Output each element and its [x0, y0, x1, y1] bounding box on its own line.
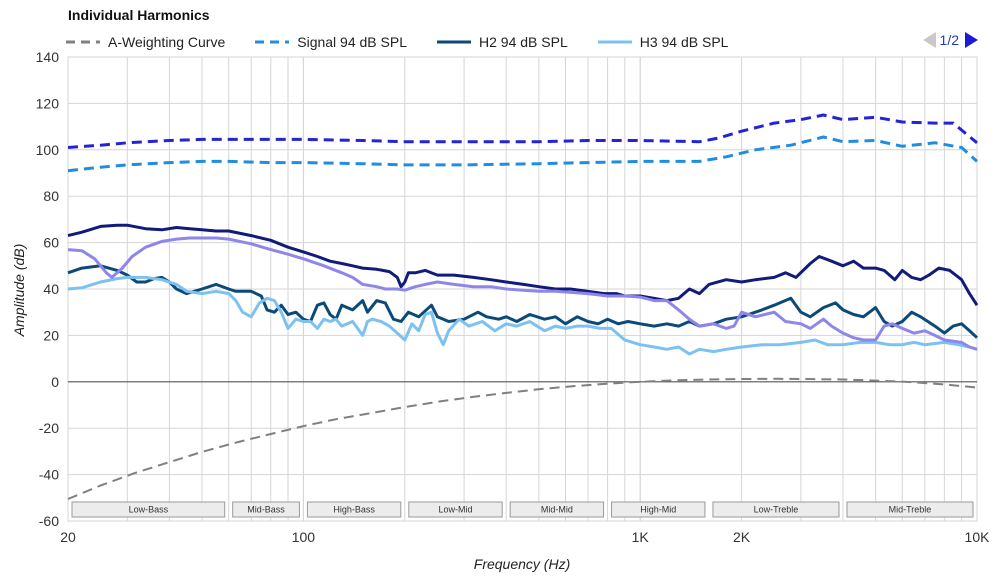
- legend-item-a-weighting[interactable]: A-Weighting Curve: [66, 34, 225, 50]
- y-axis-title: Amplitude (dB): [11, 244, 27, 338]
- x-tick-label: 1K: [632, 529, 650, 545]
- series-line-5: [67, 223, 979, 307]
- legend-label-signal: Signal 94 dB SPL: [297, 34, 407, 50]
- series-line-3: [67, 264, 979, 339]
- series-lines: [67, 113, 979, 500]
- legend-label-h2: H2 94 dB SPL: [479, 34, 568, 50]
- axes: -60 -40 -20 0 20 40 60 80 100 120 140 20 100 1K 2K 10K: [36, 49, 990, 545]
- band-box: [611, 501, 706, 518]
- series-line-6: [67, 236, 978, 351]
- y-tick-label: 140: [36, 49, 60, 65]
- y-tick-label: 100: [36, 142, 60, 158]
- band-high-bass: High-Bass: [306, 501, 402, 518]
- y-tick-label: -20: [39, 420, 59, 436]
- y-tick-label: -60: [39, 513, 59, 529]
- legend-swatch-h2: [437, 40, 471, 44]
- y-tick-label: 20: [43, 327, 59, 343]
- legend-pager: 1/2: [922, 32, 978, 48]
- band-box: [71, 501, 226, 518]
- band-label: Low-Treble: [754, 505, 799, 515]
- legend-label-a-weighting: A-Weighting Curve: [108, 34, 226, 50]
- y-tick-label: 60: [43, 235, 59, 251]
- band-high-mid: High-Mid: [611, 501, 706, 518]
- band-mid-mid: Mid-Mid: [509, 501, 605, 518]
- band-mid-bass: Mid-Bass: [232, 501, 300, 518]
- band-box: [712, 501, 840, 518]
- band-box: [509, 501, 605, 518]
- legend-label-h3: H3 94 dB SPL: [639, 34, 729, 50]
- x-tick-label: 100: [292, 529, 316, 545]
- band-label: Mid-Bass: [247, 505, 285, 515]
- pager-label: 1/2: [939, 32, 959, 48]
- frequency-bands: Low-Bass Mid-Bass High-Bass Low-Mid Mid-Mid H…: [71, 501, 974, 518]
- x-tick-label: 20: [60, 529, 76, 545]
- band-low-bass: Low-Bass: [71, 501, 226, 518]
- y-tick-label: -40: [39, 467, 59, 483]
- band-low-treble: Low-Treble: [712, 501, 840, 518]
- y-tick-label: 40: [43, 281, 59, 297]
- series-line-2: [67, 113, 978, 149]
- legend: A-Weighting Curve Signal 94 dB SPL H2 94…: [66, 32, 758, 52]
- x-axis-title: Frequency (Hz): [474, 556, 570, 572]
- legend-item-h2[interactable]: H2 94 dB SPL: [437, 34, 568, 50]
- legend-swatch-signal: [255, 40, 290, 44]
- band-label: High-Mid: [640, 505, 676, 515]
- band-label: Low-Mid: [438, 505, 472, 515]
- y-tick-label: 120: [36, 95, 60, 111]
- legend-swatch-h3: [597, 40, 632, 44]
- band-low-mid: Low-Mid: [408, 501, 503, 518]
- y-tick-label: 80: [43, 188, 59, 204]
- series-line-1: [67, 135, 979, 173]
- band-box: [846, 501, 974, 518]
- band-label: Mid-Treble: [889, 505, 932, 515]
- band-label: High-Bass: [333, 505, 375, 515]
- y-tick-label: 0: [51, 374, 59, 390]
- band-label: Low-Bass: [129, 505, 169, 515]
- series-line-0: [67, 377, 978, 500]
- pager-prev-icon[interactable]: [922, 32, 936, 48]
- legend-item-h3[interactable]: H3 94 dB SPL: [597, 34, 729, 50]
- band-box: [408, 501, 503, 518]
- x-tick-label: 2K: [733, 529, 751, 545]
- band-box: [306, 501, 402, 518]
- band-mid-treble: Mid-Treble: [846, 501, 974, 518]
- chart-title: Individual Harmonics: [68, 7, 210, 23]
- pager-next-icon[interactable]: [965, 32, 978, 48]
- band-box: [232, 501, 300, 518]
- band-label: Mid-Mid: [541, 505, 573, 515]
- legend-swatch-a-weighting: [66, 40, 100, 44]
- legend-item-signal[interactable]: Signal 94 dB SPL: [255, 34, 407, 50]
- series-line-4: [67, 275, 978, 356]
- x-tick-label: 10K: [965, 529, 991, 545]
